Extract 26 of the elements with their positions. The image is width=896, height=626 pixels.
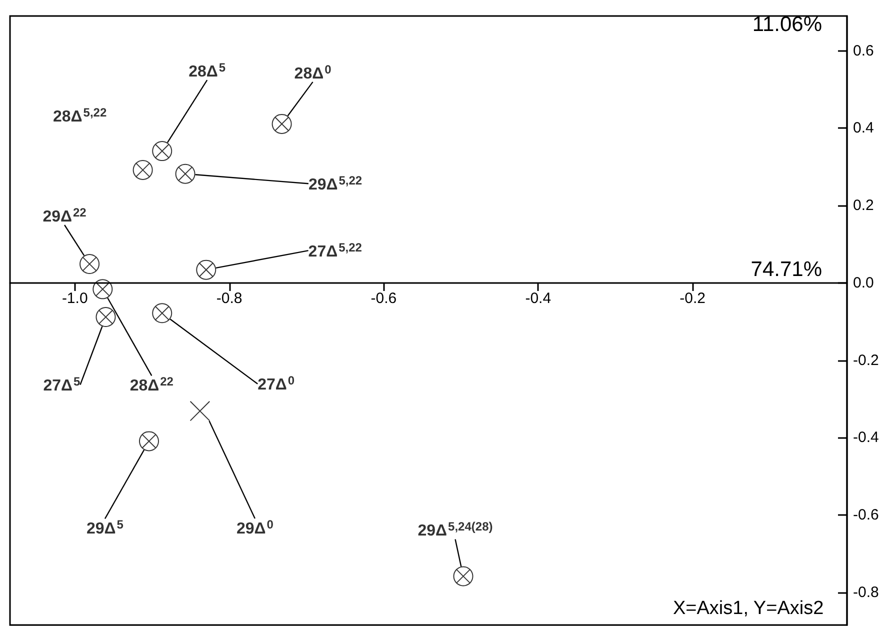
y-tick-label: -0.2: [853, 352, 879, 369]
annotation: 11.06%: [752, 13, 822, 36]
x-tick-label: -0.2: [680, 290, 706, 307]
point: [152, 141, 172, 162]
y-tick-label: -0.8: [853, 584, 879, 601]
y-tick-label: -0.4: [853, 429, 879, 446]
point: [152, 303, 172, 324]
point: [80, 254, 100, 274]
x-tick-label: -0.8: [216, 290, 242, 307]
point: [92, 279, 113, 300]
annotation: 74.71%: [750, 258, 822, 281]
point: [132, 160, 153, 180]
y-tick-label: 0.0: [853, 274, 874, 292]
point: [272, 114, 292, 134]
point: [190, 401, 210, 422]
y-tick-label: 0.4: [853, 120, 874, 137]
y-tick-label: 0.6: [853, 42, 874, 60]
y-tick-label: -0.6: [853, 506, 879, 524]
annotation: X=Axis1, Y=Axis2: [672, 598, 824, 619]
x-tick-label: -0.4: [525, 290, 552, 307]
x-tick-label: -1.0: [62, 290, 88, 307]
point: [453, 566, 474, 586]
x-tick-label: -0.6: [370, 290, 397, 307]
point: [196, 260, 216, 280]
y-tick-label: 0.2: [853, 197, 874, 214]
point: [175, 164, 196, 184]
